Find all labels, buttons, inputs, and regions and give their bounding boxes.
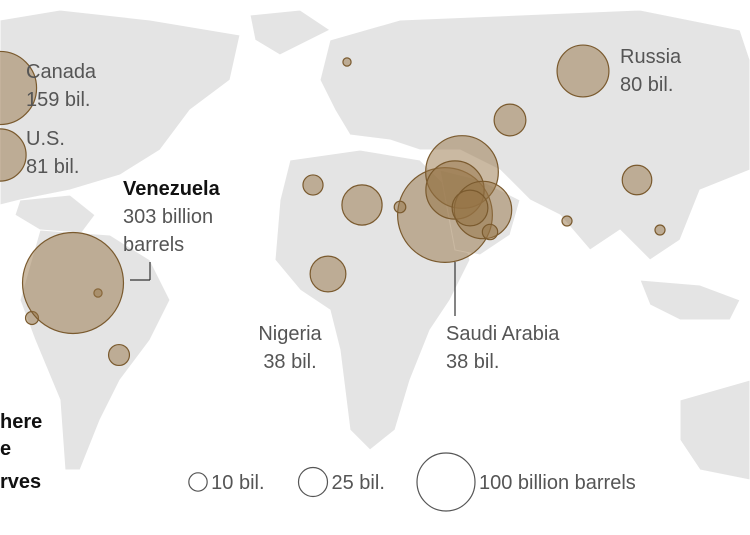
country-name: Canada [26, 61, 97, 83]
legend-circle [416, 452, 476, 512]
legend: 10 bil. 25 bil. 100 billion barrels [188, 452, 636, 512]
bubble [493, 103, 527, 137]
bubble [21, 231, 125, 335]
bubble [341, 184, 383, 226]
bubble [481, 223, 499, 241]
bubble [451, 189, 489, 227]
bubble [393, 200, 407, 214]
country-name: Venezuela [123, 178, 221, 200]
value-label: 80 bil. [620, 74, 673, 96]
title-line: here [0, 411, 42, 433]
country-name: Russia [620, 46, 682, 68]
value-label: 159 bil. [26, 89, 91, 111]
value-label: barrels [123, 234, 184, 256]
bubble [556, 44, 610, 98]
value-label: 38 bil. [263, 351, 316, 373]
legend-label: 100 billion barrels [479, 472, 636, 494]
title-line: rves [0, 471, 41, 493]
value-label: 303 billion [123, 206, 213, 228]
country-name: U.S. [26, 128, 65, 150]
country-name: Nigeria [258, 323, 322, 345]
bubble [302, 174, 324, 196]
value-label: 38 bil. [446, 351, 499, 373]
title-line: e [0, 438, 11, 460]
labels: Canada 159 bil. U.S. 81 bil. Venezuela 303 bi… [26, 46, 682, 373]
legend-label: 25 bil. [332, 472, 385, 494]
value-label: 81 bil. [26, 156, 79, 178]
bubble [0, 50, 38, 126]
bubbles [0, 44, 666, 367]
bubble [621, 164, 653, 196]
bubble [309, 255, 347, 293]
bubble [654, 224, 666, 236]
bubble [107, 343, 131, 367]
legend-circle [188, 472, 208, 492]
bubble [0, 128, 27, 182]
bubble [342, 57, 352, 67]
legend-label: 10 bil. [211, 472, 264, 494]
legend-circle [297, 466, 329, 498]
country-name: Saudi Arabia [446, 323, 560, 345]
bubble [561, 215, 573, 227]
